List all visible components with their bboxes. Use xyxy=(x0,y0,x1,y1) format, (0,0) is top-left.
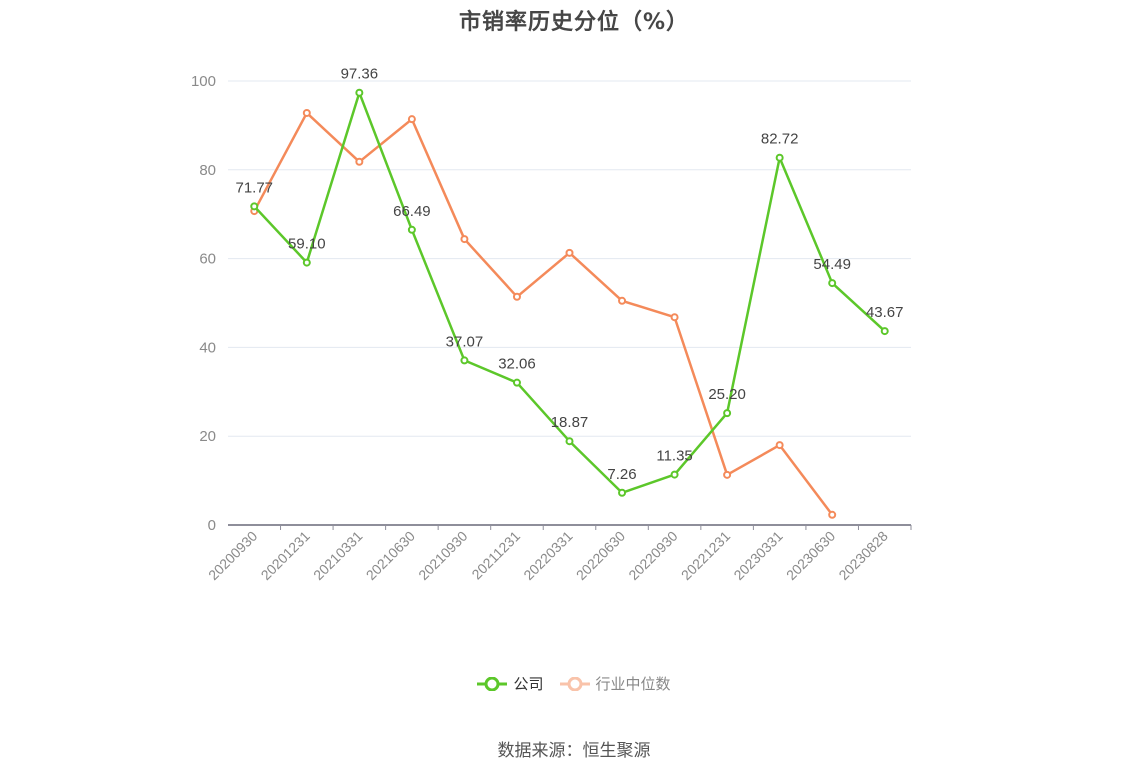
x-tick-label: 20200930 xyxy=(205,528,261,584)
x-axis: 2020093020201231202103312021063020210930… xyxy=(205,524,912,584)
y-tick-label: 80 xyxy=(199,162,216,179)
legend-label: 行业中位数 xyxy=(595,675,671,693)
y-tick-label: 60 xyxy=(199,251,216,268)
circle-line-icon xyxy=(559,676,590,691)
data-label: 97.36 xyxy=(341,66,379,83)
data-label: 43.67 xyxy=(866,304,904,321)
x-tick-label: 20221231 xyxy=(678,528,734,584)
y-tick-label: 100 xyxy=(191,73,216,90)
x-tick-label: 20220930 xyxy=(625,528,681,584)
data-label: 59.10 xyxy=(288,236,326,253)
data-point[interactable] xyxy=(828,510,837,519)
data-source: 数据来源：恒生聚源 xyxy=(497,741,651,761)
data-point[interactable] xyxy=(512,378,521,387)
data-point[interactable] xyxy=(618,488,627,497)
data-point[interactable] xyxy=(880,327,889,336)
data-point[interactable] xyxy=(460,356,469,365)
data-point[interactable] xyxy=(618,296,627,305)
series-lines xyxy=(250,88,889,519)
legend-label: 公司 xyxy=(513,675,544,693)
legend: 公司 行业中位数 xyxy=(0,673,1148,694)
data-point[interactable] xyxy=(723,470,732,479)
data-label: 82.72 xyxy=(761,131,799,148)
chart-title: 市销率历史分位（%） xyxy=(458,10,690,35)
data-point[interactable] xyxy=(460,235,469,244)
circle-line-icon xyxy=(477,676,508,691)
y-tick-label: 20 xyxy=(199,428,216,445)
data-point[interactable] xyxy=(407,115,416,124)
data-label: 11.35 xyxy=(656,448,692,465)
data-point[interactable] xyxy=(670,313,679,322)
data-labels: 71.77 59.10 97.36 66.49 37.07 32.06 18.87 7.26 1… xyxy=(235,66,903,483)
data-point[interactable] xyxy=(302,108,311,117)
x-tick-label: 20220630 xyxy=(573,528,629,584)
x-tick-label: 20201231 xyxy=(258,528,314,584)
data-point[interactable] xyxy=(670,470,679,479)
data-label: 32.06 xyxy=(498,356,536,373)
x-tick-label: 20230630 xyxy=(783,528,839,584)
data-point[interactable] xyxy=(723,409,732,418)
data-point[interactable] xyxy=(775,441,784,450)
x-tick-label: 20230331 xyxy=(730,528,786,584)
data-point[interactable] xyxy=(775,153,784,162)
industry-median-line xyxy=(253,111,834,516)
data-label: 54.49 xyxy=(813,256,851,273)
x-tick-label: 20210930 xyxy=(415,528,471,584)
y-axis: 0 20 40 60 80 100 xyxy=(191,73,216,534)
data-point[interactable] xyxy=(828,279,837,288)
data-point[interactable] xyxy=(407,225,416,234)
data-point[interactable] xyxy=(250,202,259,211)
data-label: 18.87 xyxy=(551,414,589,431)
x-tick-label: 20230828 xyxy=(835,528,891,584)
grid-lines xyxy=(228,80,911,437)
x-tick-label: 20210630 xyxy=(363,528,419,584)
data-point[interactable] xyxy=(302,258,311,267)
data-point[interactable] xyxy=(355,88,364,97)
x-tick-label: 20211231 xyxy=(468,528,523,583)
data-point[interactable] xyxy=(355,157,364,166)
x-tick-label: 20210331 xyxy=(310,528,366,584)
data-label: 71.77 xyxy=(235,179,273,196)
data-point[interactable] xyxy=(565,437,574,446)
data-point[interactable] xyxy=(565,248,574,257)
legend-item-company[interactable]: 公司 xyxy=(477,673,544,694)
data-label: 66.49 xyxy=(393,203,431,220)
data-label: 25.20 xyxy=(708,386,746,403)
data-point[interactable] xyxy=(512,292,521,301)
x-tick-label: 20220331 xyxy=(520,528,576,584)
y-tick-label: 0 xyxy=(208,517,216,534)
data-label: 7.26 xyxy=(607,466,636,483)
legend-item-industry-median[interactable]: 行业中位数 xyxy=(559,673,671,694)
y-tick-label: 40 xyxy=(199,339,216,356)
data-label: 37.07 xyxy=(446,333,484,350)
